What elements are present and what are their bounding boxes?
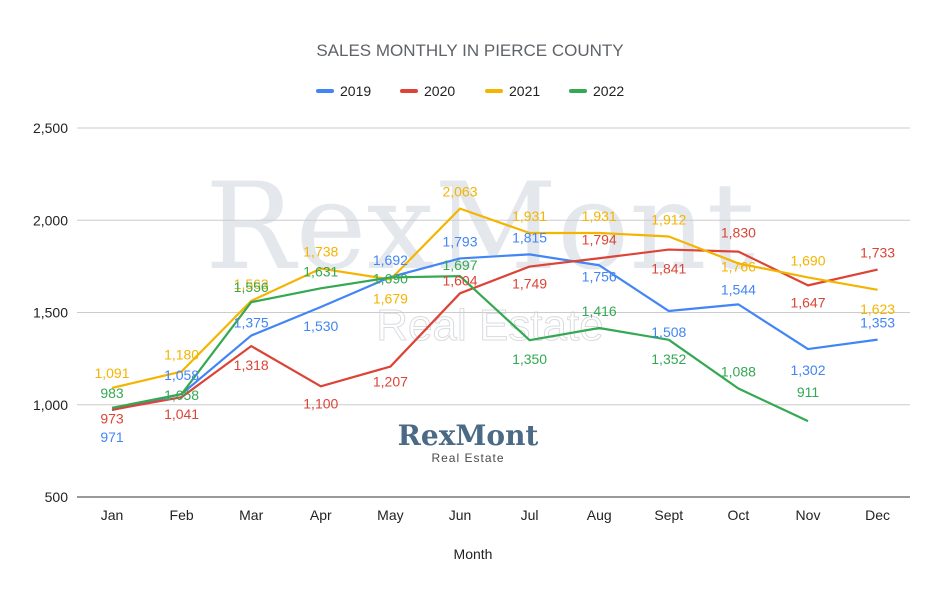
data-label-2020: 1,041	[164, 406, 199, 422]
data-label-2019: 971	[100, 429, 124, 445]
data-label-2019: 1,530	[303, 318, 338, 334]
logo-sub-text: Real Estate	[431, 451, 504, 465]
data-label-2021: 1,690	[790, 252, 825, 268]
x-axis-label: Month	[454, 546, 493, 562]
x-tick-label: Dec	[865, 507, 890, 523]
data-label-2019: 1,815	[512, 229, 547, 245]
x-tick-label: May	[377, 507, 403, 523]
y-tick-label: 2,000	[33, 212, 68, 228]
series-lines	[111, 207, 878, 423]
y-tick-label: 500	[45, 489, 69, 505]
data-label-2022: 1,631	[303, 263, 338, 279]
y-axis-ticks: 500 1,000 1,500 2,000 2,500	[33, 120, 68, 505]
data-label-2020: 1,749	[512, 276, 547, 292]
data-label-2019: 1,302	[790, 362, 825, 378]
data-label-2022: 911	[797, 384, 820, 400]
data-label-2021: 1,679	[373, 290, 408, 306]
data-label-2021: 1,738	[303, 244, 338, 260]
data-label-2020: 1,733	[860, 245, 895, 261]
legend-label-2022: 2022	[593, 83, 624, 99]
data-label-2022: 1,088	[721, 364, 756, 380]
y-tick-label: 1,500	[33, 305, 68, 321]
data-label-2021: 1,912	[651, 211, 686, 227]
chart-legend: 2019 2020 2021 2022	[316, 83, 624, 99]
legend-label-2020: 2020	[424, 83, 455, 99]
data-label-2022: 1,690	[373, 270, 408, 286]
data-label-2021: 1,931	[512, 208, 547, 224]
data-label-2021: 1,766	[721, 258, 756, 274]
data-label-2022: 1,350	[512, 351, 547, 367]
x-tick-label: Feb	[170, 507, 194, 523]
data-label-2019: 1,375	[234, 315, 269, 331]
data-label-2019: 1,692	[373, 252, 408, 268]
series-line-2022	[111, 275, 809, 423]
x-tick-label: Apr	[310, 507, 332, 523]
x-tick-label: Nov	[796, 507, 821, 523]
data-label-2021: 1,563	[234, 276, 269, 292]
watermark-main-text: RexMont	[205, 158, 755, 297]
data-label-2021: 2,063	[442, 184, 477, 200]
data-label-2022: 983	[100, 385, 124, 401]
y-tick-label: 2,500	[33, 120, 68, 136]
data-label-2019: 1,756	[582, 268, 617, 284]
y-tick-label: 1,000	[33, 397, 68, 413]
rexmont-logo: RexMont Real Estate	[398, 419, 539, 465]
data-label-2019: 1,353	[860, 315, 895, 331]
series-line-2019	[111, 253, 878, 412]
rexmont-watermark: RexMont Real Estate	[205, 158, 755, 351]
data-label-2022: 1,058	[164, 387, 199, 403]
data-label-2019: 1,544	[721, 281, 756, 297]
x-tick-label: Aug	[587, 507, 612, 523]
data-label-2020: 1,318	[234, 357, 269, 373]
data-label-2020: 1,100	[303, 395, 338, 411]
data-label-2020: 973	[100, 411, 124, 427]
logo-main-text: RexMont	[398, 419, 539, 452]
series-line-2021	[111, 207, 878, 390]
legend-label-2021: 2021	[509, 83, 540, 99]
data-label-2019: 1,793	[442, 233, 477, 249]
data-label-2021: 1,931	[582, 208, 617, 224]
data-label-2021: 1,180	[164, 347, 199, 363]
x-tick-label: Jul	[521, 507, 539, 523]
data-label-2020: 1,207	[373, 374, 408, 390]
x-tick-label: Jun	[449, 507, 472, 523]
watermark-sub-text: Real Estate	[376, 301, 603, 350]
data-label-2020: 1,830	[721, 225, 756, 241]
data-label-2022: 1,416	[582, 303, 617, 319]
data-label-2020: 1,647	[790, 294, 825, 310]
data-label-2019: 1,508	[651, 324, 686, 340]
data-label-2020: 1,841	[651, 261, 686, 277]
data-label-2022: 1,556	[234, 279, 269, 295]
data-label-2020: 1,794	[582, 231, 617, 247]
data-label-2020: 1,604	[442, 272, 477, 288]
data-label-2022: 1,352	[651, 351, 686, 367]
x-axis-ticks: Jan Feb Mar Apr May Jun Jul Aug Sept Oct Nov Dec	[101, 507, 890, 523]
x-tick-label: Jan	[101, 507, 124, 523]
x-tick-label: Sept	[654, 507, 683, 523]
series-line-2020	[111, 248, 878, 411]
data-label-2021: 1,091	[94, 365, 129, 381]
data-label-2022: 1,697	[442, 257, 477, 273]
data-labels: 971 1,058 1,375 1,530 1,692 1,793 1,815 1,756 1,…	[94, 184, 895, 445]
x-tick-label: Oct	[728, 507, 750, 523]
chart-title: SALES MONTHLY IN PIERCE COUNTY	[316, 41, 623, 60]
data-label-2021: 1,623	[860, 301, 895, 317]
data-label-2019: 1,058	[164, 367, 199, 383]
x-tick-label: Mar	[239, 507, 263, 523]
legend-label-2019: 2019	[340, 83, 371, 99]
